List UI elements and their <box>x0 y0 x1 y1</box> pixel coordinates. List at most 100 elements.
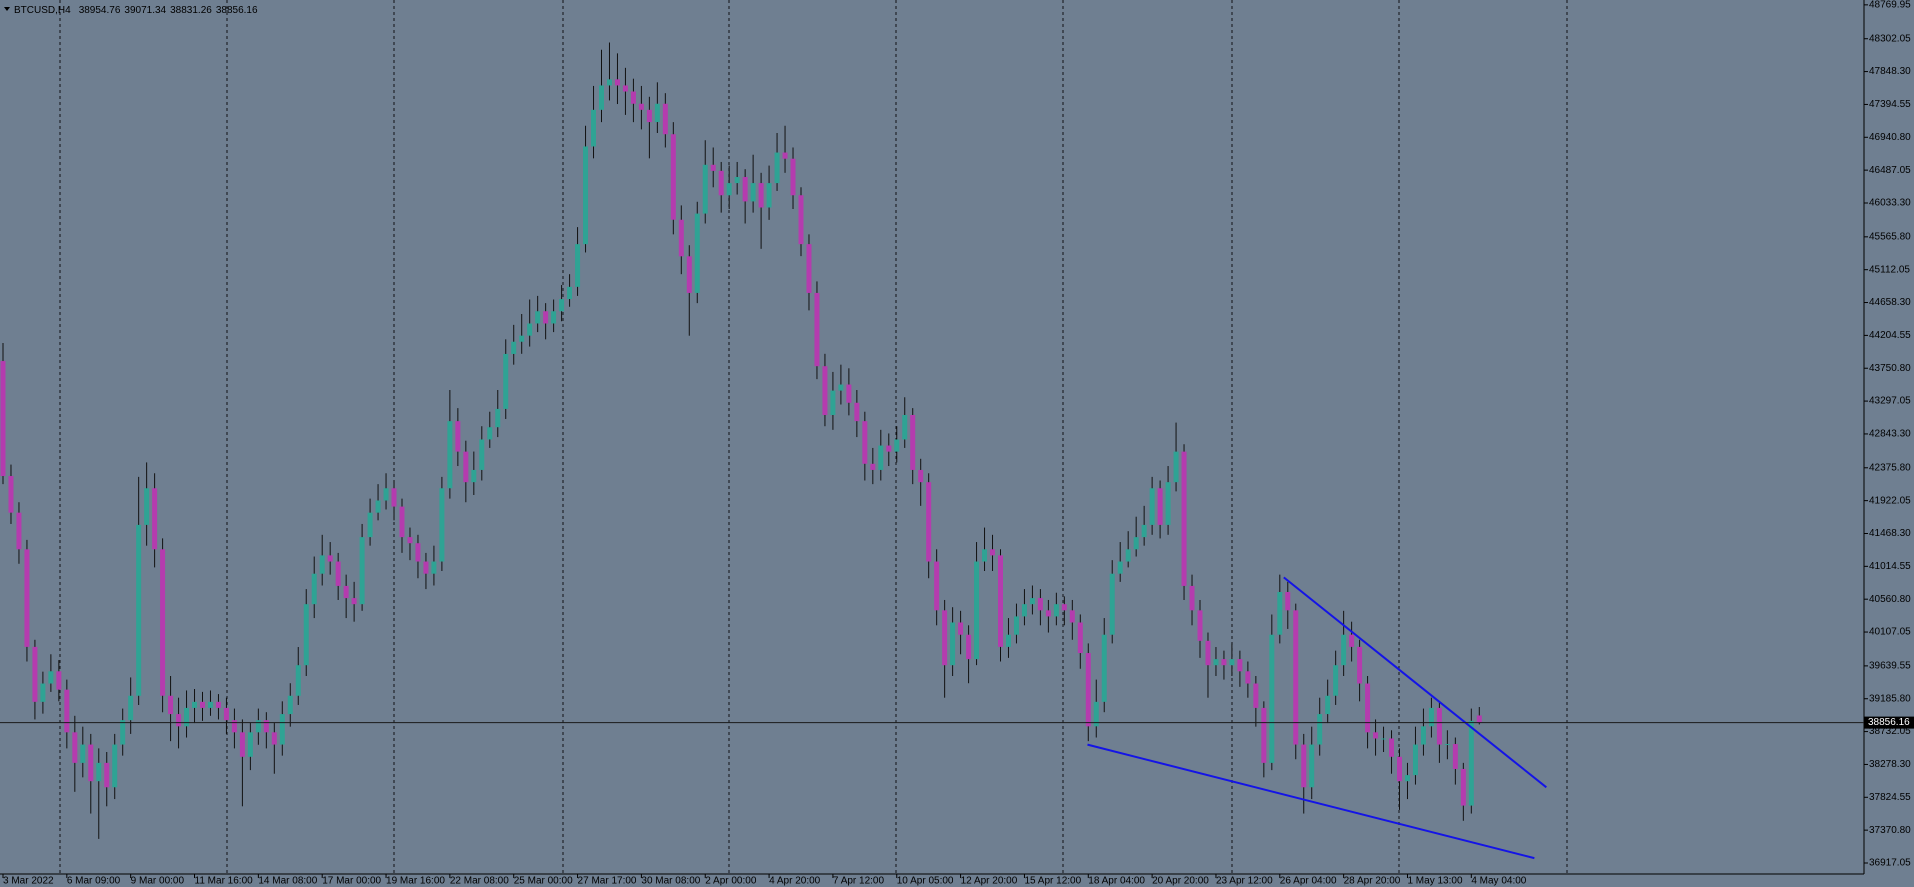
candle-body <box>144 488 150 525</box>
candle-body <box>1181 451 1187 586</box>
y-tick-label: 46940.80 <box>1869 132 1911 143</box>
candle-body <box>1141 524 1147 538</box>
candle-body <box>878 445 884 470</box>
x-tick-label: 3 Mar 2022 <box>3 876 54 887</box>
candle-body <box>902 414 908 440</box>
candle-body <box>535 311 541 324</box>
candle-body <box>439 488 445 562</box>
x-tick-label: 7 Apr 12:00 <box>833 876 885 887</box>
candle-body <box>638 103 644 110</box>
candle-body <box>1293 610 1299 745</box>
candle-body <box>950 622 956 666</box>
candle-body <box>1476 715 1482 723</box>
candle-body <box>64 689 70 733</box>
candle-body <box>734 177 740 184</box>
candle-body <box>447 421 453 489</box>
candle-body <box>423 561 429 574</box>
candle-body <box>583 146 589 245</box>
candle-body <box>838 384 844 391</box>
candle-body <box>96 762 102 782</box>
price-label-box <box>1864 716 1914 729</box>
candle-body <box>1069 610 1075 623</box>
candle-body <box>614 79 620 86</box>
candle-body <box>966 634 972 660</box>
candle-body <box>16 512 22 550</box>
candle-body <box>1333 665 1339 696</box>
candle-body <box>279 714 285 745</box>
candle-body <box>1269 634 1275 763</box>
candle-body <box>1309 744 1315 788</box>
candle-body <box>200 701 205 708</box>
candle-body <box>527 323 533 336</box>
candle-body <box>646 109 652 123</box>
candle-body <box>351 598 357 605</box>
candle-body <box>495 408 501 428</box>
y-tick-label: 39185.80 <box>1869 693 1911 704</box>
candle-body <box>407 537 413 544</box>
price-label: 38856.16 <box>1868 717 1910 728</box>
symbol: BTCUSD,H4 <box>14 5 71 16</box>
candle-body <box>1053 604 1059 617</box>
candle-body <box>415 543 421 562</box>
candle-body <box>303 604 309 666</box>
candle-body <box>1165 482 1171 525</box>
menu-arrow[interactable] <box>4 7 10 11</box>
y-tick-label: 41468.30 <box>1869 528 1911 539</box>
candle-body <box>1245 671 1251 684</box>
candle-body <box>918 469 924 483</box>
candle-body <box>120 720 126 745</box>
x-tick-label: 11 Mar 16:00 <box>195 876 254 887</box>
candle-body <box>0 361 6 477</box>
candle-body <box>1213 659 1219 666</box>
y-tick-label: 38278.30 <box>1869 759 1911 770</box>
candle-body <box>886 445 892 452</box>
candle-body <box>335 561 341 586</box>
candle-body <box>567 286 573 300</box>
candle-body <box>383 488 389 501</box>
candle-body <box>551 311 557 324</box>
candle-body <box>8 476 14 513</box>
candle-body <box>56 671 62 690</box>
candle-body <box>1029 598 1035 605</box>
candle-body <box>271 732 277 745</box>
candle-body <box>870 463 876 470</box>
candle-body <box>104 762 110 788</box>
candle-body <box>1253 683 1259 708</box>
candle-body <box>391 488 397 507</box>
candle-body <box>80 744 86 763</box>
candle-body <box>311 573 317 605</box>
x-tick-label: 23 Apr 12:00 <box>1216 876 1273 887</box>
candle-body <box>1077 622 1083 654</box>
x-tick-label: 9 Mar 00:00 <box>131 876 185 887</box>
x-tick-label: 2 Apr 00:00 <box>705 876 757 887</box>
x-tick-label: 4 May 04:00 <box>1471 876 1526 887</box>
x-tick-label: 22 Mar 08:00 <box>450 876 509 887</box>
y-tick-label: 37370.80 <box>1869 825 1911 836</box>
candle-body <box>1005 634 1011 647</box>
candle-body <box>862 421 868 464</box>
y-tick-label: 45565.80 <box>1869 231 1911 242</box>
candle-body <box>662 103 668 135</box>
y-tick-label: 36917.05 <box>1869 858 1911 869</box>
candle-body <box>742 177 748 202</box>
candle-body <box>48 671 54 684</box>
candle-body <box>367 512 373 538</box>
candle-body <box>599 85 604 110</box>
candle-body <box>359 537 365 605</box>
y-tick-label: 44204.55 <box>1869 330 1911 341</box>
candle-body <box>1357 646 1363 684</box>
x-tick-label: 10 Apr 05:00 <box>897 876 954 887</box>
candle-body <box>1285 592 1291 611</box>
time-grid <box>59 0 1568 874</box>
candle-body <box>606 79 612 86</box>
candle-body <box>790 158 796 196</box>
candle-body <box>1452 744 1458 769</box>
candle-body <box>247 732 253 757</box>
candle-body <box>519 335 525 342</box>
candle-body <box>559 299 565 312</box>
candle-body <box>463 451 469 483</box>
x-tick-label: 30 Mar 08:00 <box>641 876 700 887</box>
candle-body <box>375 500 381 513</box>
candle-body <box>487 427 493 440</box>
